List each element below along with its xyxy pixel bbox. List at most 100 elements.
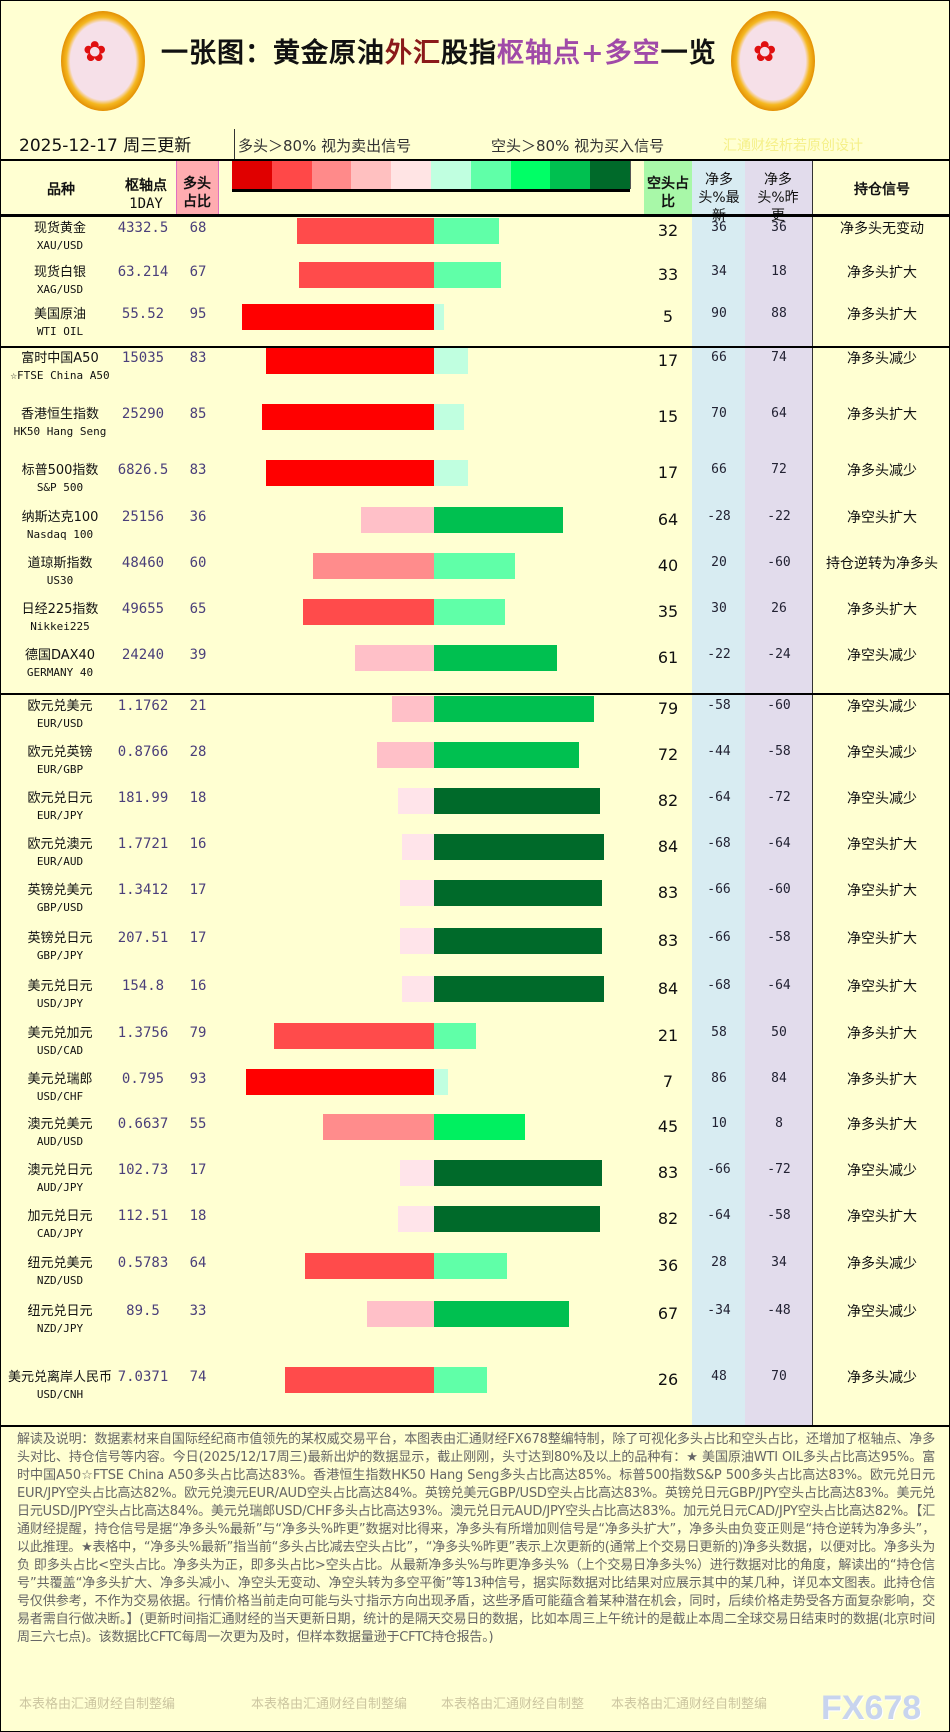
instrument-code: EUR/AUD [36, 855, 84, 868]
pivot-value: 0.5783 [117, 1255, 169, 1271]
short-bar [434, 599, 505, 625]
short-percent: 32 [657, 221, 679, 240]
position-signal: 净空头减少 [847, 745, 917, 761]
short-bar [434, 218, 499, 244]
long-header-bg [176, 161, 219, 215]
legend-swatch [271, 161, 313, 189]
legend-underline [232, 189, 630, 192]
long-percent: 17 [189, 1162, 207, 1178]
position-signal: 净多头扩大 [847, 602, 917, 618]
instrument-code: XAG/USD [36, 283, 84, 296]
instrument-name-cn: 欧元兑美元 [27, 699, 93, 714]
title-part: 外汇 [385, 38, 441, 69]
table-bottom-divider [1, 1425, 949, 1427]
net-latest: -68 [707, 836, 731, 851]
title-part: 一览 [660, 38, 717, 69]
net-prev: -22 [767, 509, 791, 524]
instrument-name-cn: 香港恒生指数 [20, 407, 99, 422]
position-signal: 净空头扩大 [847, 837, 917, 853]
net-prev: 74 [771, 350, 787, 365]
instrument-name: 美元兑离岸人民币 USD/CNH [1, 1369, 119, 1403]
instrument-name: 香港恒生指数 HK50 Hang Seng [1, 406, 119, 440]
position-signal: 净多头减少 [847, 1256, 917, 1272]
instrument-code: AUD/JPY [36, 1181, 84, 1194]
divider [812, 161, 813, 1426]
instrument-name: 欧元兑澳元 EUR/AUD [1, 836, 119, 870]
net-prev: 70 [771, 1369, 787, 1384]
instrument-code: NZD/USD [36, 1274, 84, 1287]
instrument-name-cn: 英镑兑美元 [27, 883, 93, 898]
short-bar [434, 1114, 525, 1140]
long-percent: 83 [189, 462, 207, 478]
long-percent: 21 [189, 698, 207, 714]
short-bar [434, 645, 558, 671]
net-latest: -28 [707, 509, 731, 524]
color-legend [232, 1, 632, 201]
long-bar [361, 507, 434, 533]
header-name: 品种 [47, 182, 75, 198]
short-percent: 67 [657, 1304, 679, 1323]
watermark: 本表格由汇通财经自制整 [441, 1697, 585, 1712]
long-percent: 67 [189, 264, 207, 280]
position-signal: 净空头扩大 [847, 1209, 917, 1225]
instrument-code: Nikkei225 [30, 620, 90, 633]
net-prev: 18 [771, 264, 787, 279]
net-latest: 66 [711, 350, 727, 365]
short-percent: 72 [657, 745, 679, 764]
net-latest: -44 [707, 744, 731, 759]
instrument-code: USD/CAD [36, 1044, 84, 1057]
pivot-value: 207.51 [117, 930, 169, 946]
flower-icon: ✿ [83, 35, 107, 68]
long-bar [246, 1069, 434, 1095]
net-latest: 10 [711, 1116, 727, 1131]
legend-swatch [351, 161, 393, 189]
net-latest: -66 [707, 930, 731, 945]
instrument-name: 纽元兑日元 NZD/JPY [1, 1303, 119, 1337]
short-bar [434, 553, 515, 579]
position-signal: 净空头减少 [847, 648, 917, 664]
short-bar [434, 404, 465, 430]
instrument-code: AUD/USD [36, 1135, 84, 1148]
instrument-name-cn: 纽元兑日元 [27, 1304, 93, 1319]
pivot-value: 0.6637 [117, 1116, 169, 1132]
instrument-name-cn: 德国DAX40 [24, 648, 96, 663]
instrument-name-cn: 现货黄金 [33, 221, 86, 236]
header-net-prev: 净多头%昨更 [757, 172, 799, 224]
long-bar [274, 1023, 434, 1049]
pivot-value: 1.1762 [117, 698, 169, 714]
net-prev: 84 [771, 1071, 787, 1086]
instrument-name-cn: 美元兑离岸人民币 [7, 1370, 112, 1385]
long-percent: 95 [189, 306, 207, 322]
long-percent: 64 [189, 1255, 207, 1271]
instrument-name: 纳斯达克100 Nasdaq 100 [1, 509, 119, 543]
instrument-name: 欧元兑英镑 EUR/GBP [1, 744, 119, 778]
header-pivot: 枢轴点 1DAY [116, 177, 176, 213]
logo-right: ✿ [731, 11, 815, 111]
position-signal: 净多头扩大 [847, 265, 917, 281]
long-bar [401, 834, 434, 860]
instrument-name: 美元兑日元 USD/JPY [1, 978, 119, 1012]
short-percent: 26 [657, 1370, 679, 1389]
position-signal: 净多头无变动 [840, 221, 924, 237]
net-prev: 50 [771, 1025, 787, 1040]
instrument-name: 美国原油 WTI OIL [1, 306, 119, 340]
instrument-code: GBP/JPY [36, 949, 84, 962]
instrument-name: 标普500指数 S&P 500 [1, 462, 119, 496]
position-signal: 净多头扩大 [847, 1072, 917, 1088]
net-prev: -60 [767, 698, 791, 713]
net-prev: -58 [767, 744, 791, 759]
long-bar [302, 599, 434, 625]
net-latest: 86 [711, 1071, 727, 1086]
long-percent: 17 [189, 882, 207, 898]
position-signal: 净空头扩大 [847, 883, 917, 899]
long-bar [399, 880, 434, 906]
page-title: 一张图：黄金原油外汇股指枢轴点+多空一览 [161, 37, 717, 71]
short-percent: 61 [657, 648, 679, 667]
net-prev: -58 [767, 1208, 791, 1223]
short-bar [434, 976, 604, 1002]
instrument-name-cn: 英镑兑日元 [27, 931, 93, 946]
net-prev-column-bg [745, 161, 812, 1426]
short-percent: 21 [657, 1026, 679, 1045]
brand-logo: FX678 [821, 1689, 922, 1727]
position-signal: 净多头扩大 [847, 407, 917, 423]
